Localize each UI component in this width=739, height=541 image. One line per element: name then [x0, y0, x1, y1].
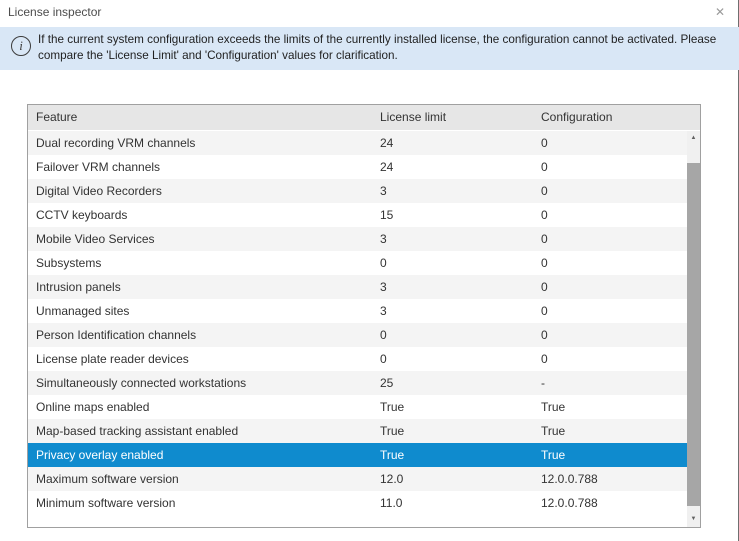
cell-feature: License plate reader devices: [36, 352, 189, 366]
cell-configuration: 0: [541, 208, 548, 222]
scrollbar-thumb[interactable]: [687, 163, 700, 506]
cell-feature: Online maps enabled: [36, 400, 150, 414]
table-row[interactable]: Online maps enabled True True: [28, 395, 687, 419]
table-row[interactable]: Digital Video Recorders 3 0: [28, 179, 687, 203]
cell-license-limit: 0: [380, 256, 387, 270]
table-row[interactable]: Person Identification channels 0 0: [28, 323, 687, 347]
table-row[interactable]: Minimum software version 11.0 12.0.0.788: [28, 491, 687, 515]
cell-configuration: 0: [541, 160, 548, 174]
cell-license-limit: 3: [380, 232, 387, 246]
info-icon: i: [11, 36, 31, 56]
table-row[interactable]: Map-based tracking assistant enabled Tru…: [28, 419, 687, 443]
cell-configuration: 12.0.0.788: [541, 472, 598, 486]
cell-feature: Mobile Video Services: [36, 232, 155, 246]
cell-configuration: 0: [541, 328, 548, 342]
cell-feature: Failover VRM channels: [36, 160, 161, 174]
table-row[interactable]: Unmanaged sites 3 0: [28, 299, 687, 323]
table-row[interactable]: Maximum software version 12.0 12.0.0.788: [28, 467, 687, 491]
cell-license-limit: 24: [380, 136, 394, 150]
cell-configuration: 0: [541, 304, 548, 318]
table-row[interactable]: Dual recording VRM channels 24 0: [28, 131, 687, 155]
info-banner: i If the current system configuration ex…: [0, 27, 739, 70]
cell-configuration: 0: [541, 136, 548, 150]
cell-license-limit: 3: [380, 304, 387, 318]
table-row[interactable]: Mobile Video Services 3 0: [28, 227, 687, 251]
cell-feature: Simultaneously connected workstations: [36, 376, 247, 390]
window-title: License inspector: [8, 5, 102, 19]
cell-feature: Intrusion panels: [36, 280, 121, 294]
cell-configuration: 0: [541, 352, 548, 366]
cell-license-limit: 3: [380, 280, 387, 294]
cell-license-limit: 0: [380, 328, 387, 342]
cell-feature: Maximum software version: [36, 472, 179, 486]
table-body: Dual recording VRM channels 24 0 Failove…: [28, 131, 687, 515]
cell-feature: Dual recording VRM channels: [36, 136, 196, 150]
close-icon[interactable]: ✕: [714, 5, 726, 19]
column-header-feature[interactable]: Feature: [36, 110, 78, 124]
scroll-up-icon[interactable]: ▲: [687, 131, 700, 146]
cell-configuration: True: [541, 400, 566, 414]
cell-license-limit: 11.0: [380, 496, 403, 510]
license-table: Feature License limit Configuration Dual…: [27, 104, 701, 528]
cell-feature: CCTV keyboards: [36, 208, 128, 222]
cell-license-limit: True: [380, 448, 405, 462]
cell-license-limit: 12.0: [380, 472, 404, 486]
cell-configuration: True: [541, 448, 566, 462]
vertical-scrollbar[interactable]: ▲ ▼: [687, 131, 700, 527]
table-row[interactable]: License plate reader devices 0 0: [28, 347, 687, 371]
cell-configuration: 0: [541, 232, 548, 246]
cell-feature: Privacy overlay enabled: [36, 448, 164, 462]
scroll-down-icon[interactable]: ▼: [687, 512, 700, 527]
table-row[interactable]: Subsystems 0 0: [28, 251, 687, 275]
cell-license-limit: 25: [380, 376, 394, 390]
cell-license-limit: 24: [380, 160, 394, 174]
cell-feature: Person Identification channels: [36, 328, 197, 342]
column-header-configuration[interactable]: Configuration: [541, 110, 613, 124]
cell-feature: Digital Video Recorders: [36, 184, 162, 198]
cell-configuration: -: [541, 376, 545, 390]
table-row[interactable]: Failover VRM channels 24 0: [28, 155, 687, 179]
cell-configuration: True: [541, 424, 566, 438]
table-header: Feature License limit Configuration: [28, 105, 700, 131]
cell-configuration: 12.0.0.788: [541, 496, 598, 510]
cell-feature: Unmanaged sites: [36, 304, 130, 318]
table-row[interactable]: Simultaneously connected workstations 25…: [28, 371, 687, 395]
table-row[interactable]: Privacy overlay enabled True True: [28, 443, 687, 467]
banner-message: If the current system configuration exce…: [38, 33, 717, 62]
title-bar: License inspector ✕: [0, 0, 738, 27]
cell-feature: Map-based tracking assistant enabled: [36, 424, 239, 438]
cell-configuration: 0: [541, 280, 548, 294]
cell-license-limit: 0: [380, 352, 387, 366]
column-header-license-limit[interactable]: License limit: [380, 110, 447, 124]
cell-configuration: 0: [541, 256, 548, 270]
table-row[interactable]: Intrusion panels 3 0: [28, 275, 687, 299]
cell-license-limit: True: [380, 424, 405, 438]
table-row[interactable]: CCTV keyboards 15 0: [28, 203, 687, 227]
cell-license-limit: True: [380, 400, 405, 414]
cell-feature: Minimum software version: [36, 496, 176, 510]
cell-feature: Subsystems: [36, 256, 102, 270]
cell-configuration: 0: [541, 184, 548, 198]
cell-license-limit: 15: [380, 208, 394, 222]
cell-license-limit: 3: [380, 184, 387, 198]
